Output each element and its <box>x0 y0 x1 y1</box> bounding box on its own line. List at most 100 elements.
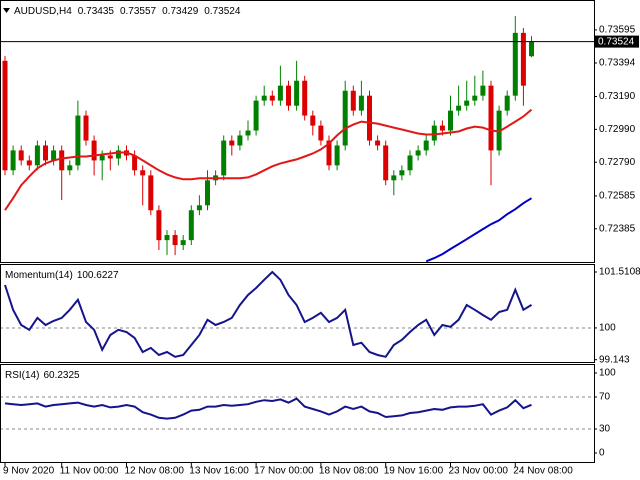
x-tick-label: 13 Nov 16:00 <box>189 466 249 477</box>
moving-average <box>425 197 533 262</box>
candle-body <box>302 80 308 116</box>
candle-body <box>480 85 486 96</box>
x-tick-label: 19 Nov 16:00 <box>384 466 444 477</box>
candle-body <box>2 60 8 171</box>
y-tick-label: 0.72385 <box>599 223 636 234</box>
candle-body <box>253 100 259 131</box>
pane-2 <box>0 396 594 430</box>
menu-triangle <box>3 8 10 13</box>
candle-body <box>342 90 348 146</box>
indicator-line <box>4 397 532 420</box>
indicator-value: 100.6227 <box>77 270 119 281</box>
candle-body <box>99 155 105 161</box>
candle-body <box>318 125 324 141</box>
candle-body <box>91 140 97 161</box>
candle-body <box>456 105 462 111</box>
candle-body <box>448 110 453 131</box>
x-tick-label: 17 Nov 00:00 <box>254 466 314 477</box>
chart-header: AUDUSD,H4 0.73435 0.73557 0.73429 0.73524 <box>14 6 241 17</box>
pane-border <box>0 364 595 463</box>
candle-body <box>391 175 397 181</box>
candle-body <box>172 235 178 246</box>
pane-0 <box>2 15 534 262</box>
candle-body <box>407 155 413 171</box>
candle-body <box>237 135 243 146</box>
candle-body <box>43 145 48 161</box>
candle-body <box>310 115 316 126</box>
candle-body <box>245 130 251 136</box>
candle-body <box>188 210 194 241</box>
candle-body <box>107 155 113 159</box>
candle-body <box>383 145 389 181</box>
y-tick-label: 0.73190 <box>599 91 636 102</box>
candle-body <box>326 140 332 166</box>
indicator-name: Momentum(14) <box>5 270 73 281</box>
last-price-box <box>595 35 639 48</box>
candle-body <box>415 150 421 156</box>
candle-body <box>34 145 40 166</box>
y-tick-label: 30 <box>599 424 611 435</box>
candle-body <box>115 150 121 159</box>
candle-body <box>83 115 89 141</box>
x-tick-label: 24 Nov 08:00 <box>513 466 573 477</box>
pane-border <box>0 264 595 363</box>
y-tick-label: 0.72990 <box>599 124 636 135</box>
indicator-name: RSI(14) <box>5 370 39 381</box>
candle-body <box>504 95 510 111</box>
candle-body <box>205 180 210 206</box>
candle-body <box>286 85 291 106</box>
candle-body <box>431 125 437 141</box>
candle-body <box>140 170 146 176</box>
y-tick-label: 99.143 <box>599 354 630 365</box>
candle-body <box>26 160 32 166</box>
ohlc-low: 0.73429 <box>162 6 199 17</box>
candle-body <box>334 145 340 166</box>
x-tick-label: 12 Nov 08:00 <box>125 466 185 477</box>
candle-body <box>180 240 186 246</box>
pane-1 <box>0 270 594 358</box>
y-tick-label: 100 <box>599 368 616 379</box>
moving-average <box>4 108 533 211</box>
candle-body <box>59 150 65 171</box>
indicator-header: RSI(14) 60.2325 <box>5 370 80 381</box>
candle-body <box>67 165 73 171</box>
candle-body <box>294 80 300 106</box>
candle-body <box>10 150 16 171</box>
candle-body <box>350 90 356 111</box>
y-tick-label: 0.73394 <box>599 58 636 69</box>
ohlc-open: 0.73435 <box>78 6 115 17</box>
y-tick-label: 0.72790 <box>599 157 636 168</box>
y-tick-label: 101.5108 <box>599 267 640 278</box>
candle-body <box>472 95 478 101</box>
candle-body <box>18 150 24 161</box>
candle-body <box>375 140 381 146</box>
y-tick-label: 0.73595 <box>599 25 636 36</box>
indicator-value: 60.2325 <box>43 370 80 381</box>
candle-body <box>358 95 364 111</box>
indicator-header: Momentum(14) 100.6227 <box>5 270 119 281</box>
symbol: AUDUSD,H4 <box>14 6 72 17</box>
candle-body <box>488 85 494 151</box>
candle-body <box>529 41 534 57</box>
candle-body <box>148 175 154 211</box>
candle-body <box>51 150 57 161</box>
candle-body <box>399 170 405 176</box>
ohlc-high: 0.73557 <box>120 6 157 17</box>
x-tick-label: 23 Nov 00:00 <box>449 466 509 477</box>
candle-body <box>132 155 138 171</box>
candle-body <box>221 140 227 176</box>
pane-border <box>0 0 595 263</box>
last-price-label: 0.73524 <box>598 37 635 48</box>
candle-body <box>261 95 267 101</box>
indicator-line <box>4 270 533 358</box>
x-tick-label: 18 Nov 08:00 <box>319 466 379 477</box>
y-tick-label: 70 <box>599 392 611 403</box>
candle-body <box>196 205 202 211</box>
candle-body <box>512 32 518 96</box>
candle-body <box>156 210 162 241</box>
candle-body <box>229 140 235 146</box>
candle-body <box>520 32 526 86</box>
y-tick-label: 0.72585 <box>599 191 636 202</box>
